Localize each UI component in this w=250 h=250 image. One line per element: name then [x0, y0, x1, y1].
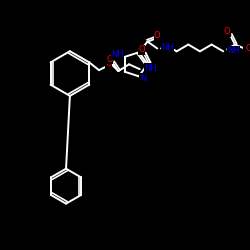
Text: O: O: [105, 59, 112, 68]
Text: O: O: [245, 44, 250, 53]
Text: O: O: [138, 45, 145, 54]
Text: NH: NH: [144, 64, 157, 73]
Text: NH: NH: [111, 50, 124, 59]
Text: O: O: [224, 28, 230, 36]
Text: NH: NH: [161, 43, 174, 52]
Text: N: N: [140, 74, 146, 83]
Text: O: O: [154, 31, 160, 40]
Text: NH: NH: [227, 46, 240, 55]
Text: O: O: [106, 55, 113, 64]
